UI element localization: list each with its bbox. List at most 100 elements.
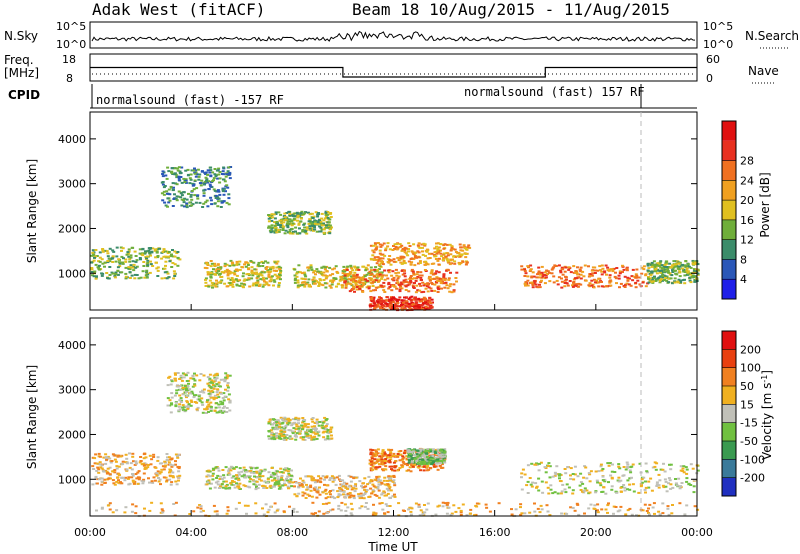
data-cell	[162, 255, 166, 258]
data-cell	[376, 242, 380, 244]
data-cell	[276, 419, 280, 422]
data-cell	[244, 485, 248, 488]
data-cell	[184, 405, 188, 408]
data-cell	[551, 267, 555, 270]
data-cell	[135, 462, 138, 465]
data-cell	[322, 436, 326, 439]
data-cell	[279, 429, 283, 432]
data-cell	[655, 485, 659, 487]
data-cell	[372, 485, 376, 488]
data-cell	[322, 228, 326, 231]
data-cell	[323, 478, 326, 481]
data-cell	[354, 282, 358, 285]
data-cell	[314, 512, 317, 515]
data-cell	[271, 226, 275, 229]
data-cell	[375, 494, 379, 497]
data-cell	[286, 470, 290, 473]
data-cell	[141, 248, 145, 251]
data-cell	[247, 268, 251, 271]
data-cell	[526, 275, 530, 278]
data-cell	[383, 254, 387, 257]
data-cell	[571, 285, 575, 288]
data-cell	[192, 188, 196, 191]
data-cell	[244, 469, 248, 471]
data-cell	[546, 273, 549, 275]
data-cell	[600, 469, 604, 472]
data-cell	[424, 287, 428, 290]
data-cell	[174, 405, 178, 408]
data-cell	[295, 435, 298, 438]
data-cell	[104, 456, 108, 459]
data-cell	[652, 277, 656, 280]
data-cell	[102, 456, 106, 459]
data-cell	[161, 175, 165, 178]
data-cell	[257, 470, 261, 473]
data-cell	[227, 166, 231, 169]
data-cell	[322, 279, 326, 281]
data-cell	[313, 222, 317, 225]
data-cell	[647, 512, 650, 514]
data-cell	[688, 279, 692, 282]
data-cell	[404, 289, 408, 291]
data-cell	[216, 474, 220, 477]
data-cell	[310, 418, 314, 421]
data-cell	[127, 476, 131, 479]
data-cell	[284, 469, 288, 472]
data-cell	[378, 463, 381, 466]
data-cell	[430, 252, 434, 255]
data-cell	[378, 249, 382, 252]
data-cell	[275, 509, 279, 512]
data-cell	[277, 480, 281, 483]
data-cell	[278, 486, 282, 489]
data-cell	[632, 490, 636, 493]
data-cell	[420, 300, 424, 303]
data-cell	[389, 475, 393, 478]
data-cell	[373, 478, 377, 481]
data-cell	[140, 253, 144, 256]
data-cell	[291, 509, 295, 512]
data-cell	[214, 197, 218, 199]
data-cell	[195, 173, 199, 176]
data-cell	[415, 273, 419, 276]
data-cell	[634, 273, 638, 276]
data-cell	[661, 276, 665, 279]
data-cell	[322, 420, 326, 423]
data-cell	[324, 210, 328, 213]
data-cell	[181, 372, 185, 375]
data-cell	[604, 492, 608, 495]
data-cell	[142, 472, 146, 475]
data-cell	[124, 277, 128, 280]
data-cell	[646, 262, 650, 265]
data-cell	[449, 249, 453, 252]
data-cell	[361, 494, 365, 497]
data-cell	[324, 224, 328, 227]
data-cell	[623, 489, 627, 492]
data-cell	[320, 228, 324, 231]
data-cell	[435, 251, 439, 254]
data-cell	[152, 453, 156, 456]
data-cell	[246, 504, 250, 507]
data-cell	[215, 513, 219, 516]
data-cell	[230, 277, 234, 279]
data-cell	[411, 270, 415, 273]
data-cell	[401, 257, 405, 260]
data-cell	[628, 507, 632, 510]
data-cell	[303, 222, 307, 225]
data-cell	[314, 486, 318, 489]
data-cell	[148, 454, 152, 457]
data-cell	[339, 509, 343, 512]
data-cell	[564, 278, 568, 281]
data-cell	[219, 475, 222, 478]
data-cell	[149, 463, 153, 466]
data-cell	[169, 411, 173, 414]
data-cell	[164, 464, 167, 467]
cpid-segment-1: normalsound (fast) -157 RF	[96, 93, 284, 107]
data-cell	[114, 273, 118, 276]
data-cell	[601, 490, 605, 493]
data-cell	[208, 378, 212, 381]
data-cell	[227, 193, 231, 196]
data-cell	[330, 226, 333, 229]
data-cell	[664, 276, 667, 279]
data-cell	[313, 422, 317, 424]
data-cell	[649, 274, 653, 277]
